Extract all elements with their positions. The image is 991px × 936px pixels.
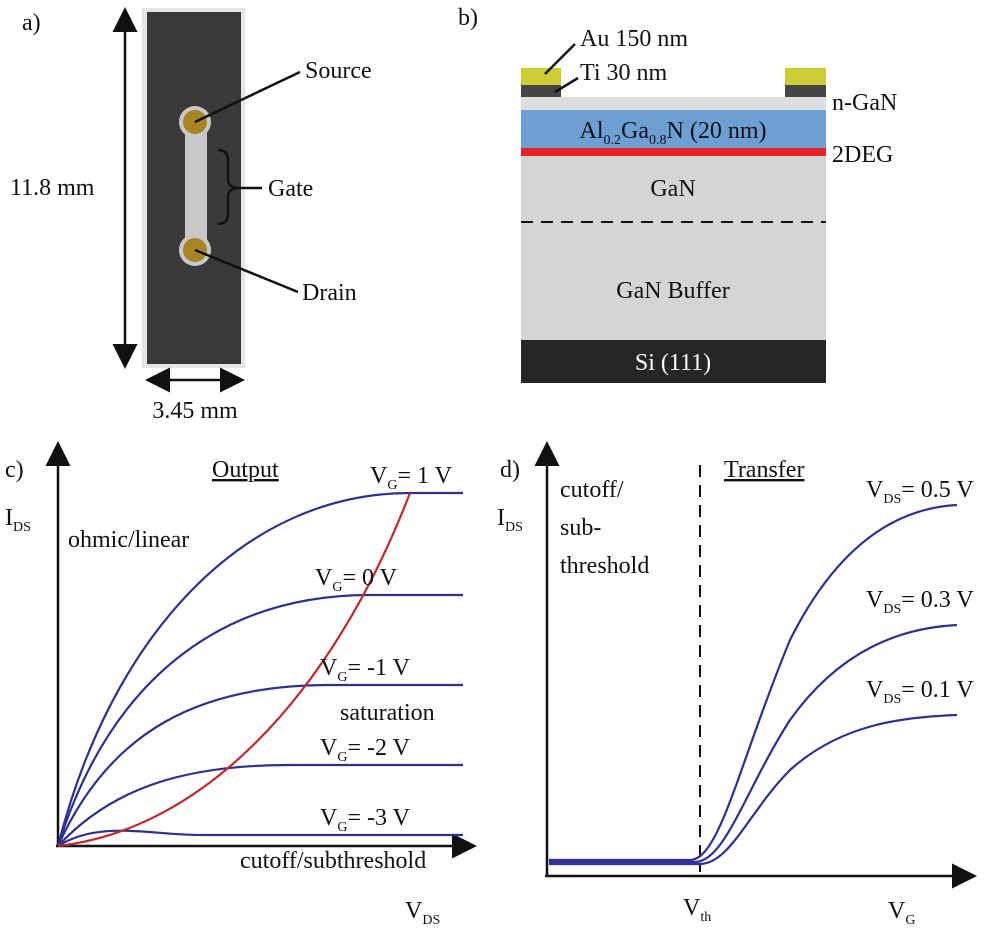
n-gan-layer (521, 97, 826, 110)
ti-label: Ti 30 nm (580, 60, 667, 86)
panel-label: c) (5, 457, 24, 483)
curve-label: VG= -1 V (320, 655, 411, 685)
panel-title: Output (212, 457, 279, 483)
curve-label: VG= -2 V (320, 735, 411, 765)
curve-label: VG= -3 V (320, 805, 411, 835)
2deg-label: 2DEG (832, 142, 893, 168)
curve-label: VDS= 0.3 V (866, 587, 974, 617)
panel-label: b) (458, 5, 478, 31)
si-label: Si (111) (635, 350, 711, 376)
gate-strip (185, 122, 207, 250)
au-contact (521, 68, 561, 85)
y-axis-label: IDS (497, 505, 523, 535)
panel-a: a) 11.8 mm 3.45 mm Source Gate Drain (10, 8, 372, 424)
panel-d: d) Transfer IDS VG Vth cutoff/ sub- thre… (497, 446, 974, 928)
region-label: threshold (560, 553, 649, 579)
curve-label: VG= 1 V (370, 463, 453, 493)
region-label: cutoff/subthreshold (240, 848, 426, 874)
drain-label: Drain (302, 280, 357, 306)
panel-label: a) (22, 10, 41, 36)
panel-label: d) (500, 457, 520, 483)
transfer-curve (549, 625, 957, 862)
region-label: ohmic/linear (68, 527, 189, 553)
curve-label: VDS= 0.1 V (866, 677, 974, 707)
threshold-label: Vth (683, 895, 711, 925)
n-gan-label: n-GaN (832, 90, 897, 116)
x-axis-label: VG (888, 898, 915, 928)
curve-label: VG= 0 V (315, 565, 398, 595)
panel-c: c) Output IDS VDS ohmic/linear saturatio… (5, 446, 472, 928)
2deg-layer (521, 148, 826, 156)
region-label: saturation (340, 700, 435, 726)
figure: a) 11.8 mm 3.45 mm Source Gate Drain b) … (0, 0, 991, 936)
au-contact (785, 68, 826, 85)
x-axis-label: VDS (405, 898, 440, 928)
panel-title: Transfer (724, 457, 804, 483)
panel-b: b) Au 150 nm Ti 30 nm n-GaN 2DEG Al0.2Ga… (458, 5, 897, 383)
region-label: cutoff/ (560, 477, 624, 503)
region-label: sub- (560, 515, 601, 541)
height-label: 11.8 mm (10, 175, 95, 201)
gate-label: Gate (268, 176, 313, 202)
source-label: Source (305, 58, 372, 84)
width-label: 3.45 mm (152, 398, 238, 424)
buffer-label: GaN Buffer (616, 278, 730, 304)
ti-contact (785, 85, 826, 97)
au-label: Au 150 nm (580, 26, 688, 52)
gan-label: GaN (650, 176, 695, 202)
y-axis-label: IDS (5, 505, 31, 535)
curve-label: VDS= 0.5 V (866, 477, 974, 507)
